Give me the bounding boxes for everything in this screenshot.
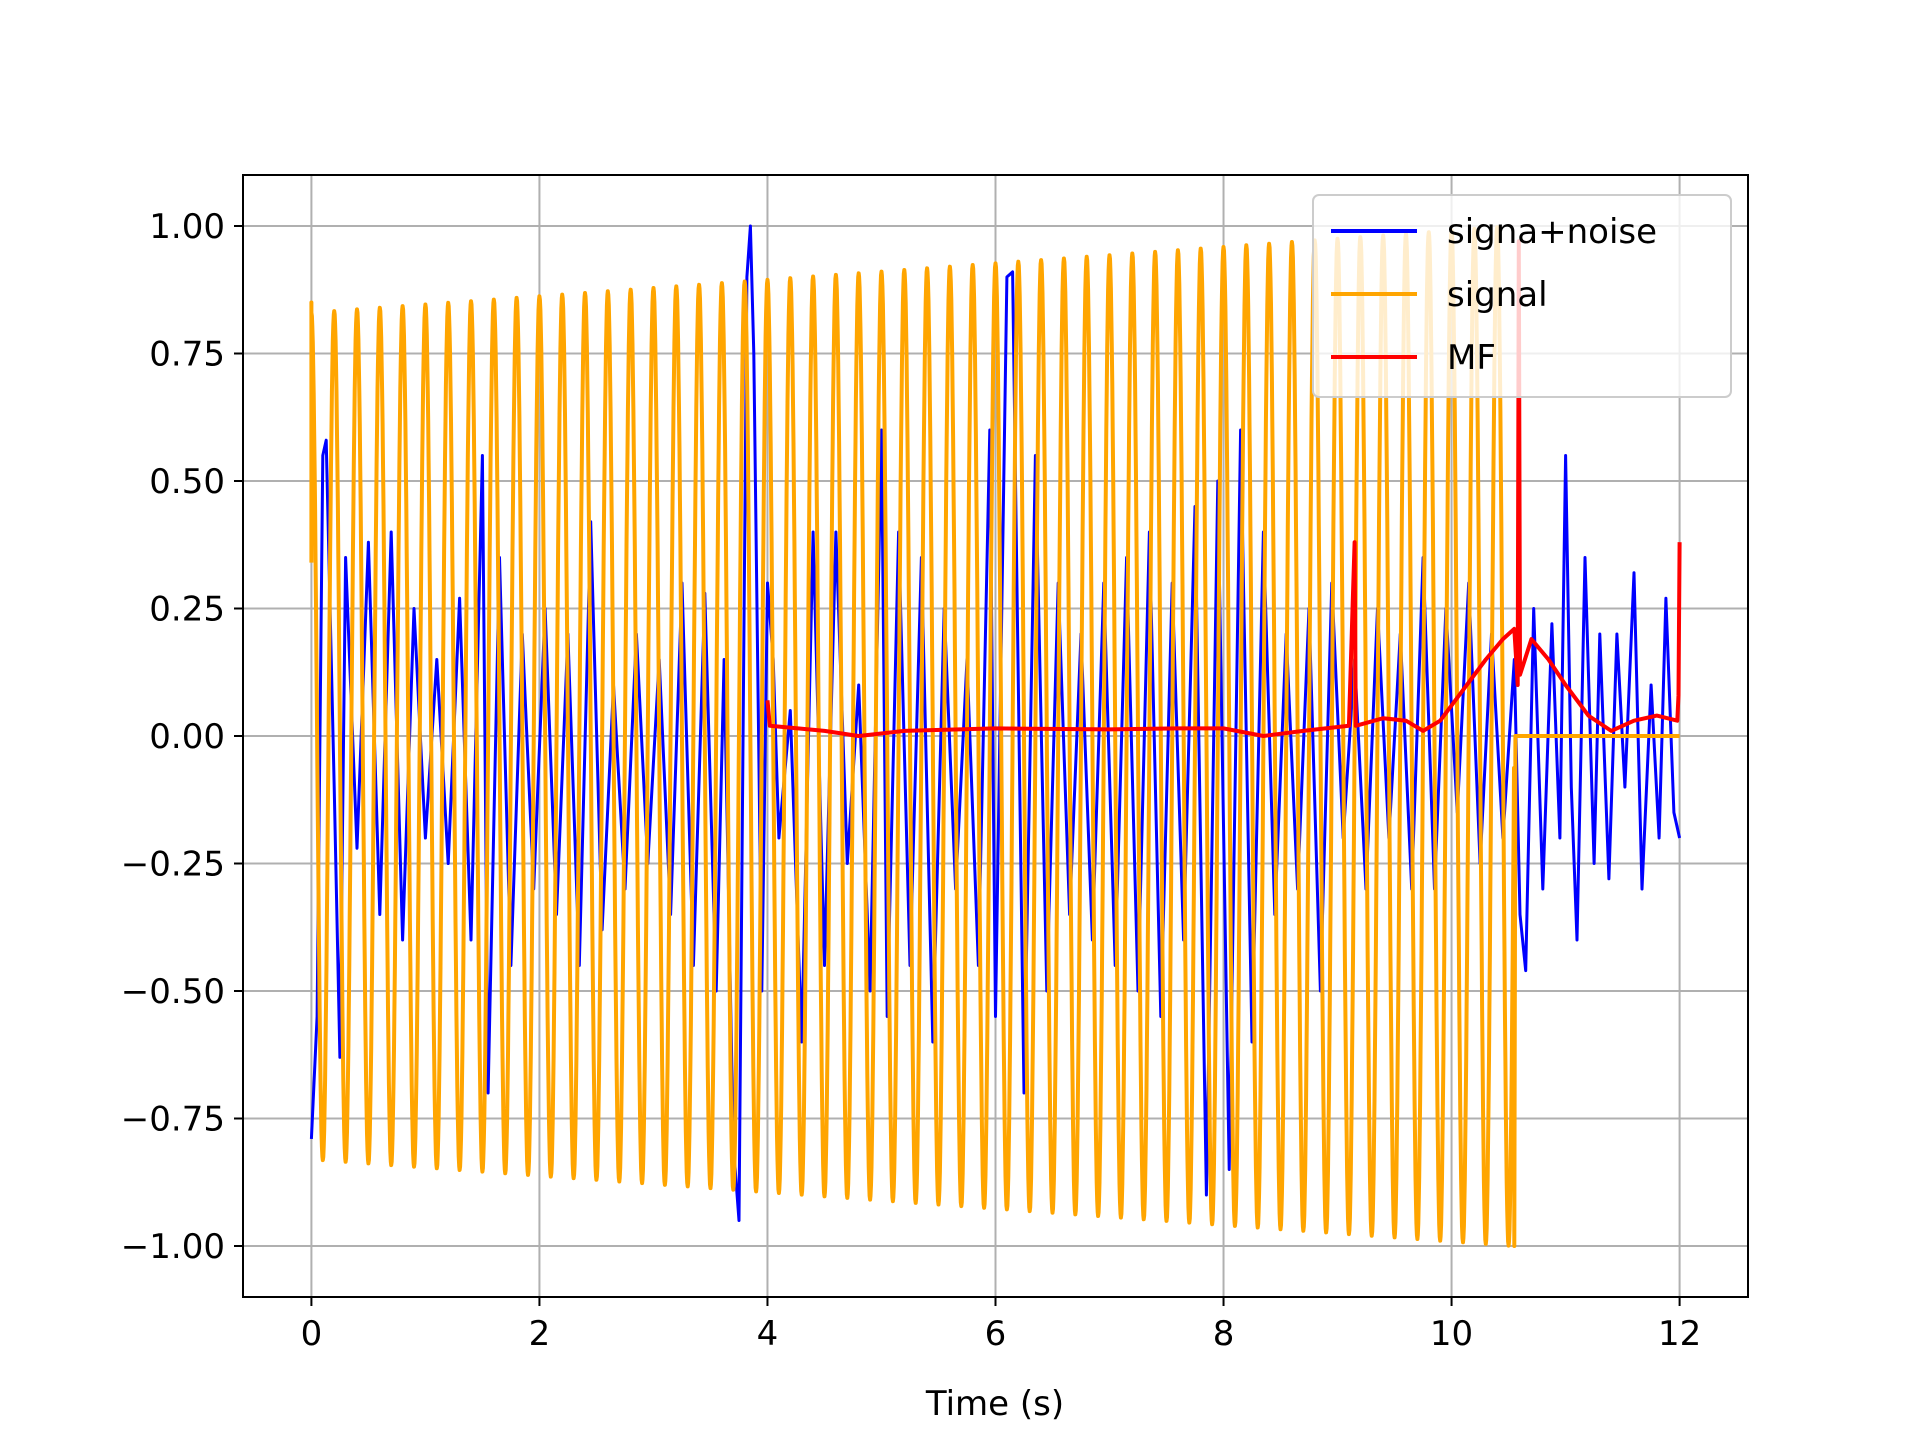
legend-label: MF bbox=[1447, 338, 1496, 378]
x-tick-label: 2 bbox=[529, 1314, 551, 1354]
x-tick-label: 6 bbox=[985, 1314, 1007, 1354]
y-tick-label: −0.75 bbox=[121, 1100, 225, 1140]
x-tick-label: 0 bbox=[301, 1314, 323, 1354]
x-tick-label: 10 bbox=[1430, 1314, 1473, 1354]
y-tick-label: 0.00 bbox=[149, 717, 225, 757]
legend-box bbox=[1312, 194, 1732, 398]
series-mf-line bbox=[765, 239, 1682, 738]
legend-label: signa+noise bbox=[1447, 212, 1657, 252]
y-tick-label: −1.00 bbox=[121, 1227, 225, 1267]
y-tick-label: 0.25 bbox=[149, 590, 225, 630]
y-tick-label: −0.50 bbox=[121, 972, 225, 1012]
legend-label: signal bbox=[1447, 275, 1548, 315]
x-tick-label: 4 bbox=[757, 1314, 779, 1354]
y-tick-label: 0.50 bbox=[149, 462, 225, 502]
x-axis-label: Time (s) bbox=[925, 1384, 1064, 1424]
y-tick-label: 1.00 bbox=[149, 207, 225, 247]
y-tick-label: −0.25 bbox=[121, 845, 225, 885]
x-tick-label: 12 bbox=[1658, 1314, 1701, 1354]
legend: signa+noise signal MF bbox=[1312, 194, 1732, 398]
x-tick-label: 8 bbox=[1213, 1314, 1235, 1354]
axis-ticks: 0 2 4 6 8 10 12 1.00 0.75 0.50 0.25 0.00 −0.25 −0.50 −… bbox=[121, 207, 1701, 1354]
y-tick-label: 0.75 bbox=[149, 335, 225, 375]
